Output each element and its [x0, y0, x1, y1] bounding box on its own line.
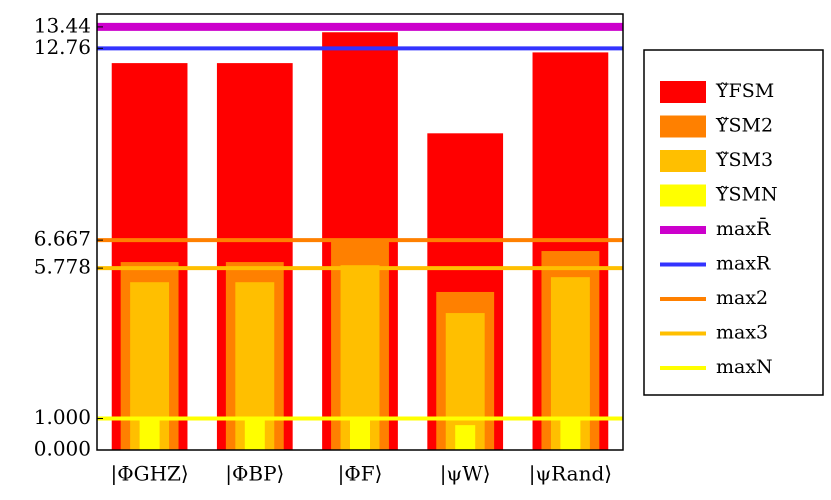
- legend-swatch: [660, 184, 706, 207]
- legend-label: max3: [716, 322, 768, 344]
- legend-swatch: [660, 297, 706, 301]
- legend-swatch: [660, 226, 706, 234]
- x-tick-label: |ΦF⟩: [338, 462, 383, 487]
- x-tick-label: |ΦBP⟩: [225, 462, 284, 487]
- x-tick-label: |ψW⟩: [440, 462, 491, 487]
- plot-frame: [96, 13, 624, 451]
- legend-swatch: [660, 262, 706, 267]
- y-tick-label: 0.000: [34, 437, 91, 461]
- x-tick-label: |ΦGHZ⟩: [110, 462, 188, 487]
- legend-label: Υ̃SM2: [715, 115, 773, 137]
- legend-label: maxN: [716, 356, 773, 378]
- legend-swatch: [660, 366, 706, 370]
- legend-box: [643, 49, 824, 396]
- legend-label: Υ̃FSM: [715, 80, 774, 102]
- legend-label: maxR: [716, 253, 771, 275]
- bar: [244, 418, 265, 450]
- y-tick-label: 6.667: [34, 227, 91, 251]
- legend-label: Υ̃SMN: [715, 184, 778, 206]
- x-tick-label: |ψRand⟩: [529, 462, 612, 487]
- y-tick-label: 1.000: [34, 405, 91, 429]
- legend-label: Υ̃SM3: [715, 149, 773, 171]
- bar: [560, 418, 581, 450]
- y-tick-label: 12.76: [34, 35, 91, 59]
- legend-label: maxR̄: [716, 217, 771, 240]
- y-tick-label: 13.44: [34, 13, 91, 37]
- legend-label: max2: [716, 287, 768, 309]
- legend-swatch: [660, 115, 706, 138]
- legend-swatch: [660, 331, 706, 336]
- legend-swatch: [660, 150, 706, 172]
- bar: [350, 418, 370, 450]
- bar: [455, 425, 476, 450]
- legend-swatch: [660, 81, 706, 103]
- bar: [139, 418, 160, 450]
- y-tick-label: 5.778: [34, 255, 91, 279]
